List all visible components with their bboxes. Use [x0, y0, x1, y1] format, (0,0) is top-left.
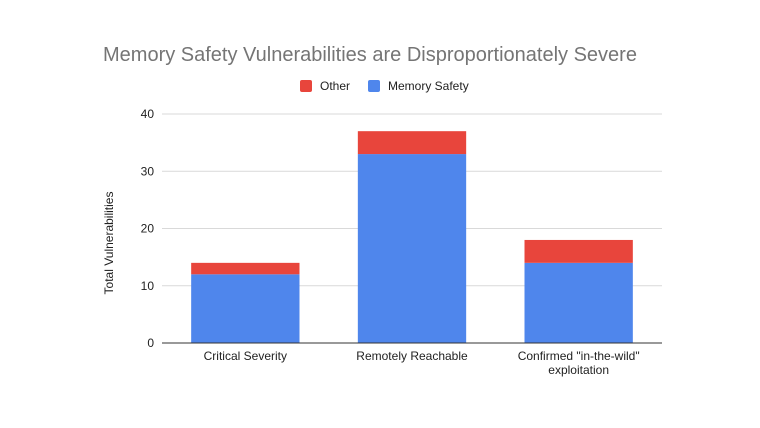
- bar-other: [191, 262, 300, 275]
- legend: Other Memory Safety: [0, 79, 760, 97]
- legend-label-other: Other: [320, 79, 351, 93]
- chart-title: Memory Safety Vulnerabilities are Dispro…: [103, 44, 637, 66]
- x-tick-label: exploitation: [548, 363, 609, 377]
- bar-other: [357, 131, 467, 155]
- legend-item-memory-safety: Memory Safety: [368, 79, 469, 93]
- y-tick-label: 30: [141, 164, 155, 178]
- legend-label-memory-safety: Memory Safety: [388, 79, 469, 93]
- bar-memory-safety: [524, 262, 633, 343]
- bars-layer: [191, 131, 633, 343]
- y-tick-label: 10: [141, 279, 155, 293]
- legend-item-other: Other: [300, 79, 350, 93]
- axis-layer: 0 10 20 30 40 Critical Severity Remotely Reach…: [141, 107, 662, 377]
- x-tick-label: Remotely Reachable: [356, 349, 468, 363]
- bar-memory-safety: [191, 274, 300, 343]
- y-tick-label: 0: [147, 336, 154, 350]
- y-tick-label: 40: [141, 107, 155, 121]
- bar-other: [524, 239, 633, 263]
- legend-swatch-other: [300, 80, 312, 92]
- x-tick-label: Confirmed "in-the-wild": [518, 349, 640, 363]
- legend-swatch-memory-safety: [368, 80, 380, 92]
- y-tick-label: 20: [141, 222, 155, 236]
- bar-memory-safety: [357, 154, 467, 343]
- y-axis-label: Total Vulnerabilities: [102, 192, 116, 295]
- x-tick-label: Critical Severity: [204, 349, 287, 363]
